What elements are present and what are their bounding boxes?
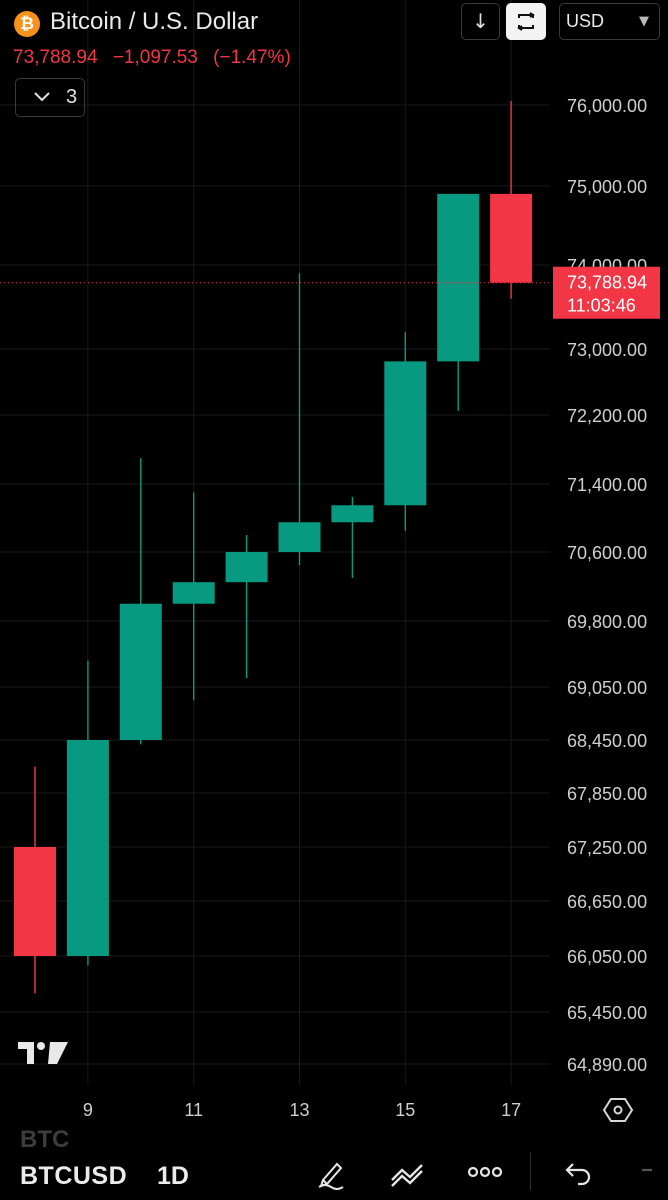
y-axis-tick-label: 75,000.00 [567,177,647,197]
undo-icon[interactable] [560,1154,594,1190]
candle-body[interactable] [14,847,56,956]
countdown-timer: 11:03:46 [567,296,636,316]
symbol-ghost-text: BTC [20,1126,70,1153]
currency-select[interactable]: USD ▼ [559,3,660,40]
candle-body[interactable] [331,505,374,523]
candle-body[interactable] [437,193,480,362]
sync-button[interactable] [506,3,546,40]
settings-icon[interactable] [602,1098,634,1122]
x-axis-tick-label: 11 [184,1100,203,1120]
arrow-down-icon: ↓ [472,9,489,33]
y-axis-tick-label: 70,600.00 [567,543,647,563]
indicators-count: 3 [66,86,78,108]
price-change: −1,097.53 [112,47,198,68]
y-axis-tick-label: 67,850.00 [567,784,647,804]
chevron-down-icon: ▼ [639,14,649,29]
candle-body[interactable] [225,552,268,583]
candle-body[interactable] [119,603,162,740]
y-axis-tick-label: 65,450.00 [567,1003,647,1023]
currency-value: USD [566,11,605,31]
y-axis-tick-label: 72,200.00 [567,406,647,426]
y-axis-tick-label: 76,000.00 [567,96,647,116]
trend-line-tools-icon[interactable] [388,1154,428,1190]
y-axis-tick-label: 66,650.00 [567,892,647,912]
candle-body[interactable] [384,361,427,506]
y-axis-tick-label: 67,250.00 [567,838,647,858]
top-bar: ₿ Bitcoin / U.S. Dollar ↓ USD ▼ [0,0,668,48]
y-axis-tick-label: 73,000.00 [567,340,647,360]
price-quote: 73,788.94 −1,097.53 (−1.47%) [13,47,291,69]
candle-body[interactable] [66,740,109,956]
candle-body[interactable] [172,582,215,604]
y-axis-tick-label: 68,450.00 [567,731,647,751]
price-chart[interactable]: 76,000.00 75,000.00 73,000.00 72,200.00 71,4… [0,0,668,1140]
indicators-toggle[interactable]: 3 [15,78,85,117]
last-price: 73,788.94 [13,47,98,68]
x-axis-tick-label: 17 [501,1100,521,1120]
y-axis-tick-label: 69,050.00 [567,678,647,698]
symbol-title[interactable]: Bitcoin / U.S. Dollar [50,8,259,35]
tradingview-logo [18,1042,68,1064]
candle-body[interactable] [490,193,533,283]
bitcoin-logo-icon: ₿ [14,11,40,37]
more-options-icon[interactable] [466,1154,504,1190]
x-axis-tick-label: 9 [83,1100,93,1120]
last-price-badge-value: 73,788.94 [567,273,647,293]
x-axis-tick-label: 15 [395,1100,415,1120]
y-axis-tick-label: 71,400.00 [567,475,647,495]
chevron-down-icon [34,92,50,102]
candle-body[interactable] [278,522,321,552]
download-button[interactable]: ↓ [461,3,500,40]
symbol-button[interactable]: BTCUSD [20,1162,128,1190]
y-axis-tick-label: 69,800.00 [567,612,647,632]
y-axis-tick-label: 64,890.00 [567,1055,647,1075]
last-price-badge [553,266,660,319]
sync-icon [517,12,535,31]
redo-icon[interactable] [640,1154,668,1190]
bottom-toolbar: BTC BTCUSD 1D [0,1126,668,1200]
draw-pen-icon[interactable] [313,1154,349,1190]
y-axis-tick-label: 66,050.00 [567,947,647,967]
toolbar-divider [530,1152,531,1190]
x-axis-tick-label: 13 [289,1100,309,1120]
price-change-percent: (−1.47%) [213,47,291,68]
timeframe-button[interactable]: 1D [157,1162,189,1190]
